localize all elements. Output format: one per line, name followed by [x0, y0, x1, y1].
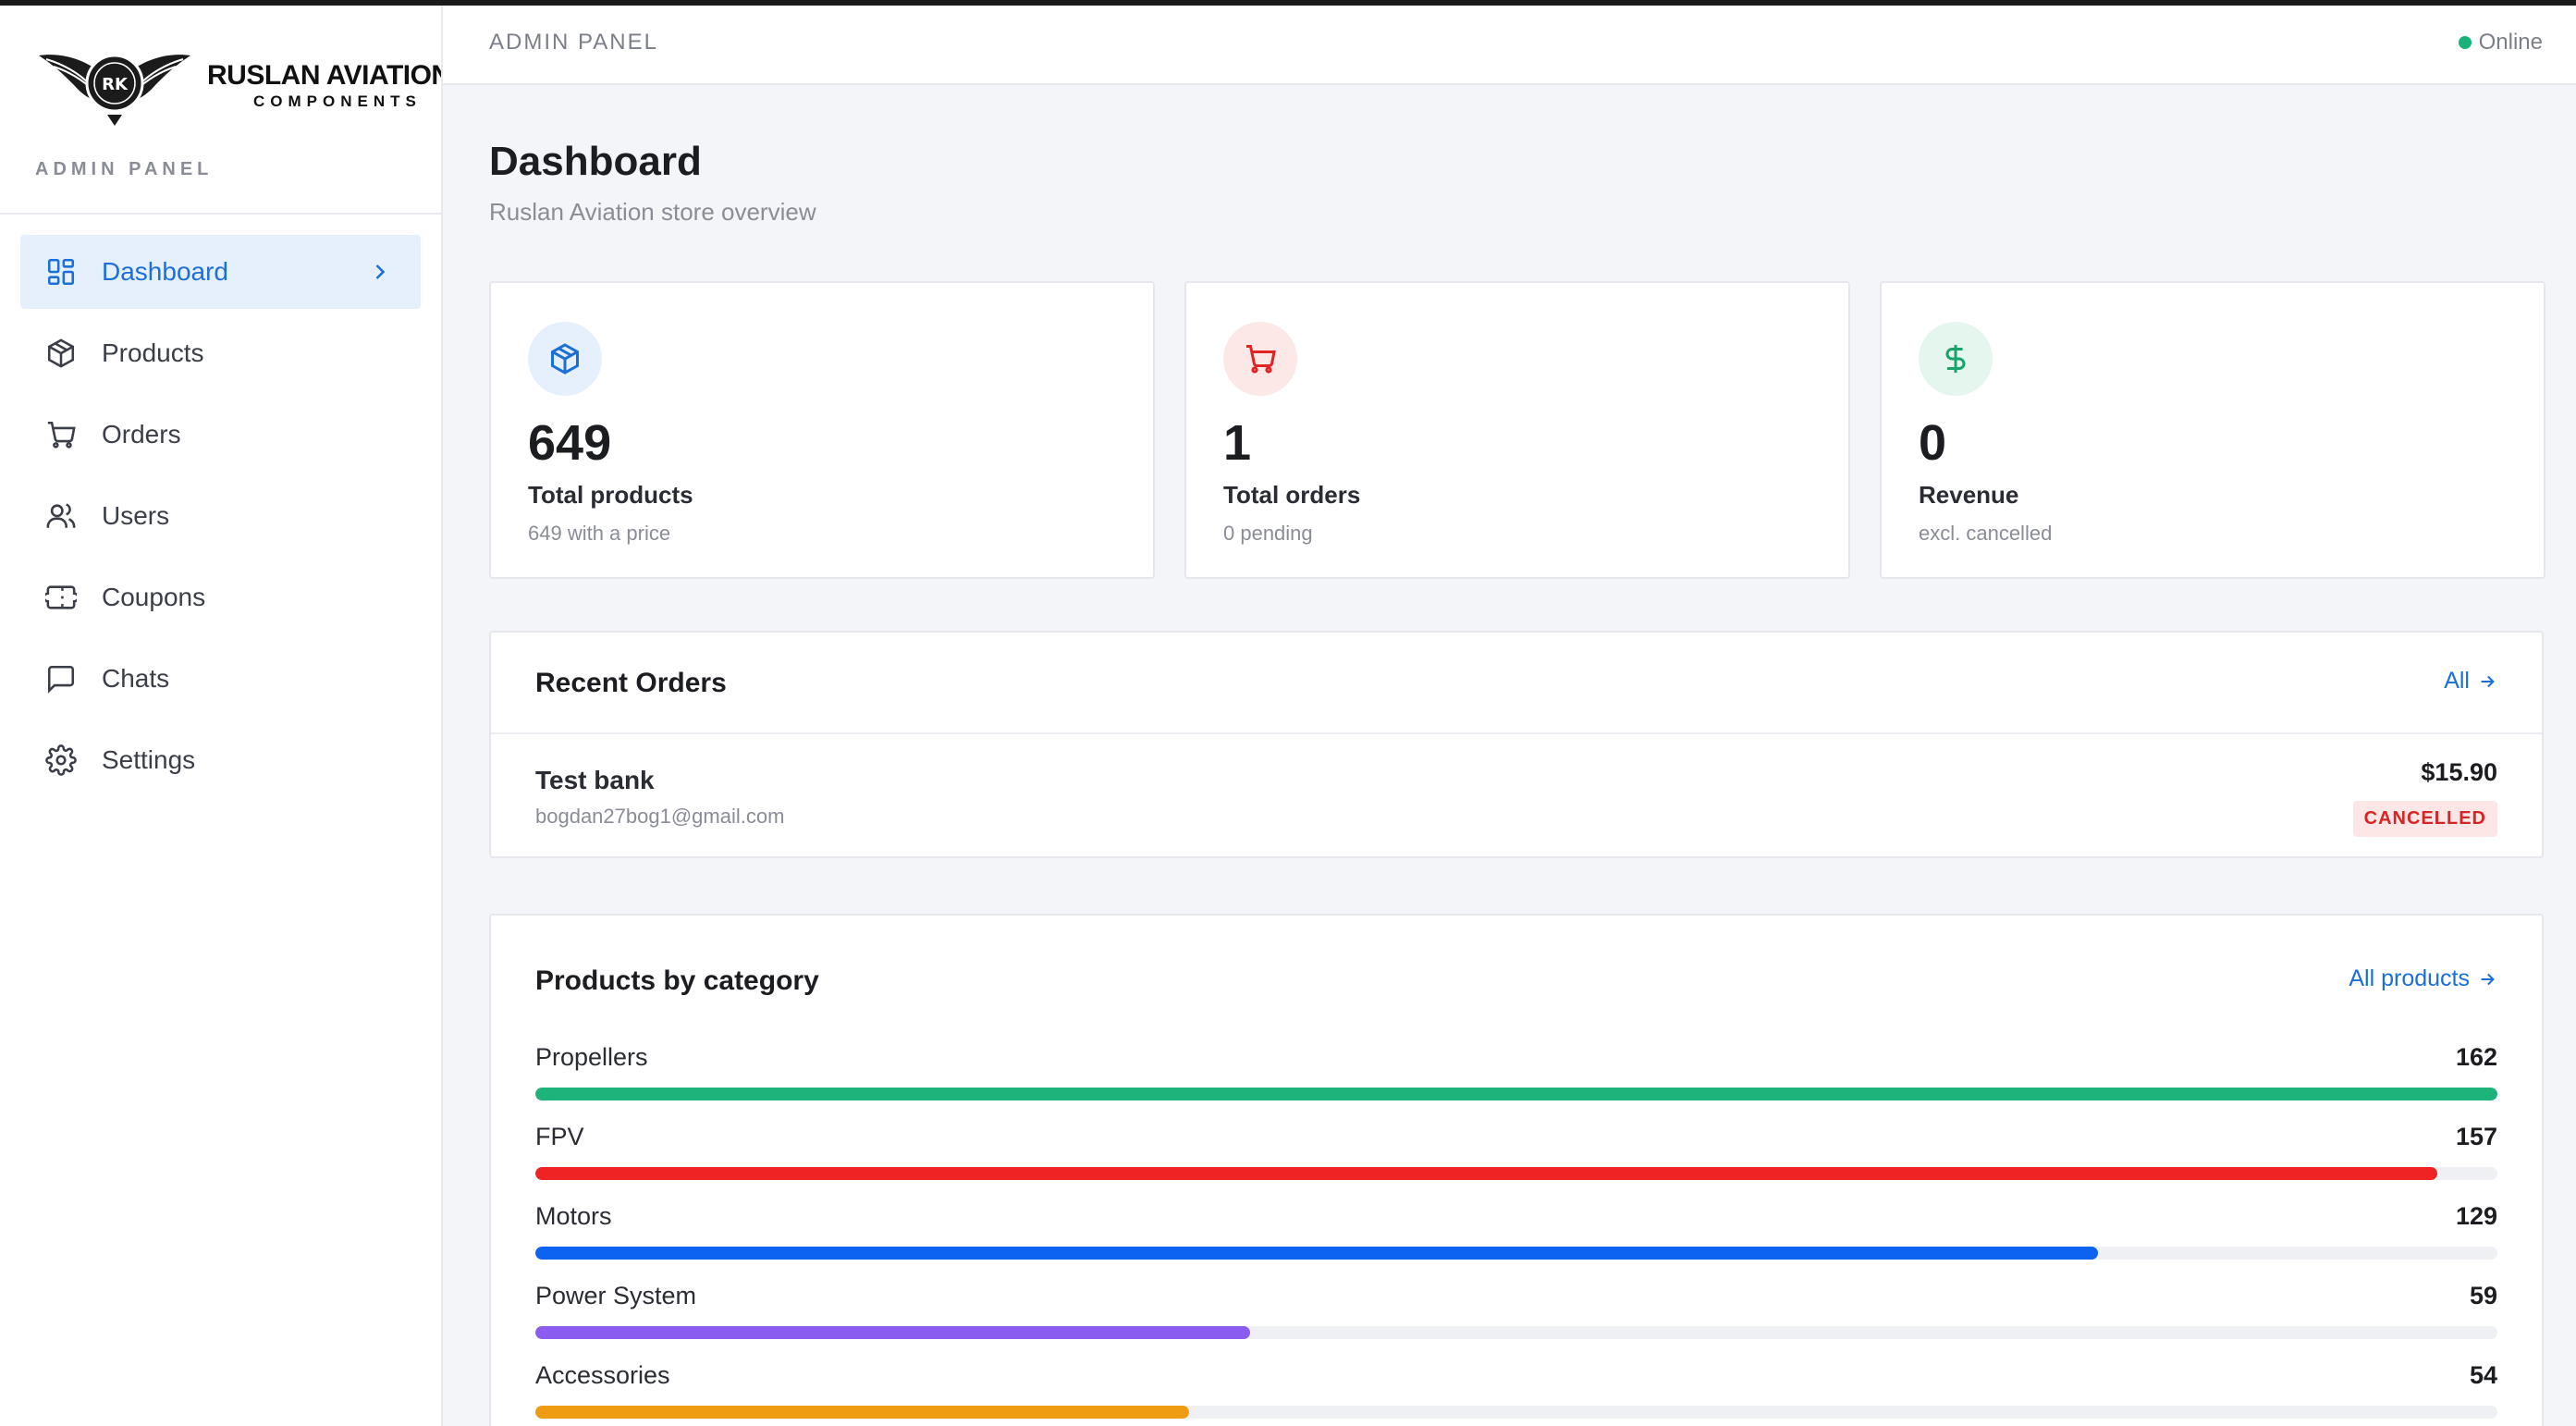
- svg-text:RK: RK: [102, 75, 129, 94]
- stat-value: 649: [528, 415, 612, 471]
- arrow-right-icon: [2481, 675, 2495, 687]
- sidebar-item-label: Coupons: [102, 583, 206, 611]
- order-customer-email: bogdan27bog1@gmail.com: [535, 805, 785, 828]
- sidebar-item-chats[interactable]: Chats: [20, 642, 421, 716]
- recent-orders-title: Recent Orders: [535, 668, 727, 698]
- stat-card-orders: 1 Total orders 0 pending: [1184, 281, 1850, 579]
- stat-label: Total orders: [1223, 481, 1361, 509]
- chevron-right-icon: [367, 259, 393, 289]
- category-name: Accessories: [535, 1361, 670, 1389]
- main-content: ADMIN PANEL Online Dashboard Ruslan Avia…: [443, 6, 2576, 1426]
- category-bar-fill: [535, 1167, 2437, 1180]
- category-count: 129: [2455, 1202, 2497, 1230]
- cart-icon: [1223, 322, 1297, 396]
- all-orders-link[interactable]: All: [2444, 668, 2497, 695]
- stat-note: 0 pending: [1223, 522, 1313, 545]
- sidebar-item-label: Chats: [102, 664, 170, 693]
- category-count: 162: [2455, 1043, 2497, 1071]
- sidebar-item-label: Settings: [102, 745, 196, 774]
- stat-value: 1: [1223, 415, 1252, 471]
- sidebar-item-coupons[interactable]: Coupons: [20, 560, 421, 634]
- table-row[interactable]: Test bank bogdan27bog1@gmail.com $15.90 …: [491, 732, 2542, 858]
- gear-icon: [44, 744, 78, 777]
- sidebar-item-label: Products: [102, 338, 204, 367]
- category-name: FPV: [535, 1123, 584, 1150]
- order-customer-name: Test bank: [535, 766, 655, 794]
- logo-subtitle: COMPONENTS: [253, 92, 422, 110]
- topbar-title: ADMIN PANEL: [489, 30, 658, 55]
- stat-card-products: 649 Total products 649 with a price: [489, 281, 1155, 579]
- category-count: 59: [2469, 1282, 2497, 1309]
- all-products-link-label: All products: [2349, 965, 2470, 991]
- winged-emblem-icon: RK: [39, 54, 190, 126]
- sidebar-item-users[interactable]: Users: [20, 479, 421, 553]
- category-bar-fill: [535, 1247, 2098, 1260]
- category-bar-fill: [535, 1406, 1190, 1419]
- category-bar-track: [535, 1326, 2497, 1339]
- category-bar-fill: [535, 1088, 2497, 1100]
- brand-caption: ADMIN PANEL: [35, 159, 214, 179]
- category-name: Propellers: [535, 1043, 648, 1071]
- ticket-icon: [44, 581, 78, 614]
- sidebar-item-settings[interactable]: Settings: [20, 723, 421, 797]
- categories-title: Products by category: [535, 965, 819, 996]
- recent-orders-panel: Recent Orders All Test bank bogdan27bog1…: [489, 631, 2544, 858]
- sidebar-item-label: Dashboard: [102, 257, 228, 286]
- sidebar: RK RUSLAN AVIATION COMPONENTS ADMIN PANE…: [0, 6, 443, 1426]
- categories-panel: Products by category All products Propel…: [489, 914, 2544, 1426]
- sidebar-item-products[interactable]: Products: [20, 316, 421, 390]
- category-bar-track: [535, 1406, 2497, 1419]
- status-label: Online: [2478, 30, 2543, 55]
- window-top-strip: [0, 0, 2576, 6]
- stat-note: 649 with a price: [528, 522, 671, 545]
- status-indicator: Online: [2458, 30, 2543, 55]
- category-row: Power System 59: [535, 1282, 2497, 1346]
- arrow-right-icon: [2481, 973, 2495, 985]
- category-row: Propellers 162: [535, 1043, 2497, 1108]
- chat-icon: [44, 662, 78, 695]
- category-bar-fill: [535, 1326, 1250, 1339]
- status-badge: CANCELLED: [2352, 801, 2497, 837]
- app-frame: RK RUSLAN AVIATION COMPONENTS ADMIN PANE…: [0, 6, 2576, 1426]
- category-bar-track: [535, 1088, 2497, 1100]
- stat-value: 0: [1919, 415, 1947, 471]
- cart-icon: [44, 418, 78, 451]
- brand-header: RK RUSLAN AVIATION COMPONENTS ADMIN PANE…: [0, 6, 441, 215]
- all-products-link[interactable]: All products: [2349, 965, 2497, 992]
- sidebar-item-orders[interactable]: Orders: [20, 398, 421, 472]
- category-row: Accessories 54: [535, 1361, 2497, 1426]
- sidebar-item-label: Users: [102, 501, 170, 530]
- logo[interactable]: RK RUSLAN AVIATION COMPONENTS: [37, 43, 443, 128]
- page-subtitle: Ruslan Aviation store overview: [489, 198, 816, 226]
- category-bar-track: [535, 1247, 2497, 1260]
- page-title: Dashboard: [489, 139, 702, 184]
- category-row: FPV 157: [535, 1123, 2497, 1187]
- stat-label: Total products: [528, 481, 693, 509]
- category-row: Motors 129: [535, 1202, 2497, 1267]
- stat-label: Revenue: [1919, 481, 2019, 509]
- box-icon: [44, 337, 78, 370]
- topbar: ADMIN PANEL Online: [443, 6, 2576, 85]
- sidebar-item-dashboard[interactable]: Dashboard: [20, 235, 421, 309]
- logo-title: RUSLAN AVIATION: [207, 59, 443, 91]
- stat-note: excl. cancelled: [1919, 522, 2053, 545]
- category-count: 54: [2469, 1361, 2497, 1389]
- sidebar-nav: Dashboard Products Orders: [0, 215, 441, 797]
- category-name: Motors: [535, 1202, 612, 1230]
- all-orders-link-label: All: [2444, 668, 2470, 694]
- status-dot-icon: [2458, 36, 2472, 49]
- order-amount: $15.90: [2421, 758, 2497, 786]
- sidebar-item-label: Orders: [102, 420, 181, 449]
- category-count: 157: [2455, 1123, 2497, 1150]
- category-name: Power System: [535, 1282, 697, 1309]
- users-icon: [44, 499, 78, 533]
- dashboard-icon: [44, 255, 78, 289]
- box-icon: [528, 322, 602, 396]
- dollar-icon: [1919, 322, 1993, 396]
- stat-card-revenue: 0 Revenue excl. cancelled: [1880, 281, 2545, 579]
- category-bar-track: [535, 1167, 2497, 1180]
